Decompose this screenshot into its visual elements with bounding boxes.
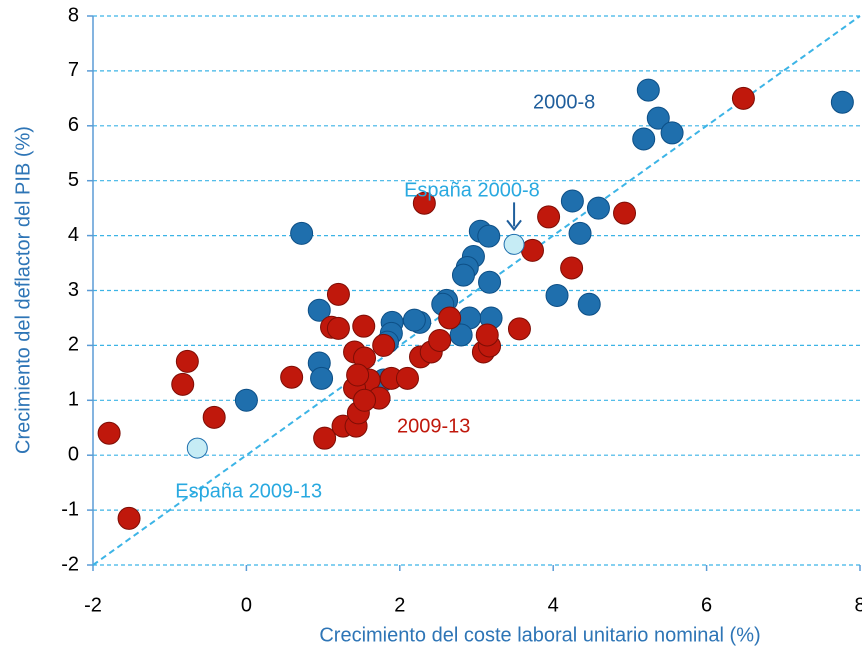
point [830,90,854,114]
point [290,221,314,245]
y-tick-label: -2 [61,553,79,575]
point [428,328,452,352]
point [586,196,610,220]
y-tick-label: 7 [68,59,79,81]
x-tick-label: -2 [84,594,102,616]
point [326,316,350,340]
y-tick-label: 6 [68,114,79,136]
series-label: 2000-8 [533,91,595,113]
point [520,238,544,262]
y-tick-label: 2 [68,334,79,356]
point [731,86,755,110]
point [449,323,473,347]
point [477,224,501,248]
point [478,270,502,294]
point [402,308,426,332]
point [636,78,660,102]
point [352,314,376,338]
x-tick-label: 8 [854,594,862,616]
point [280,365,304,389]
point [412,191,436,215]
point [451,263,475,287]
point [97,421,121,445]
annotation-arrowhead [506,219,522,232]
reference-line [92,15,861,566]
point [537,205,561,229]
point [660,121,684,145]
y-axis-label: Crecimiento del deflactor del PIB (%) [12,126,34,454]
point [475,323,499,347]
point [353,388,377,412]
y-tick-label: 8 [68,4,79,26]
point [117,506,141,530]
y-tick-label: 4 [68,224,79,246]
point [560,256,584,280]
point [395,366,419,390]
point [438,306,462,330]
point [613,201,637,225]
x-tick-label: 4 [548,594,559,616]
point [545,283,569,307]
point [560,189,584,213]
highlight-point [503,233,525,255]
y-tick-label: 0 [68,443,79,465]
point [313,426,337,450]
point [346,363,370,387]
x-axis-label: Crecimiento del coste laboral unitario n… [319,624,760,646]
x-tick-label: 6 [701,594,712,616]
highlight-point [186,437,208,459]
y-tick-label: 3 [68,279,79,301]
point [577,292,601,316]
annotation: España 2000-8 [404,180,540,202]
point [171,372,195,396]
y-tick-label: 5 [68,169,79,191]
point [326,282,350,306]
point [646,106,670,130]
point [202,405,226,429]
x-tick-label: 0 [241,594,252,616]
point [568,221,592,245]
point [310,366,334,390]
point [507,317,531,341]
y-tick-label: -1 [61,498,79,520]
annotation: España 2009-13 [175,480,322,502]
point [234,388,258,412]
x-tick-label: 2 [394,594,405,616]
point [175,349,199,373]
y-tick-label: 1 [68,389,79,411]
series-label: 2009-13 [397,415,470,437]
point [632,127,656,151]
point [307,298,331,322]
point [372,333,396,357]
